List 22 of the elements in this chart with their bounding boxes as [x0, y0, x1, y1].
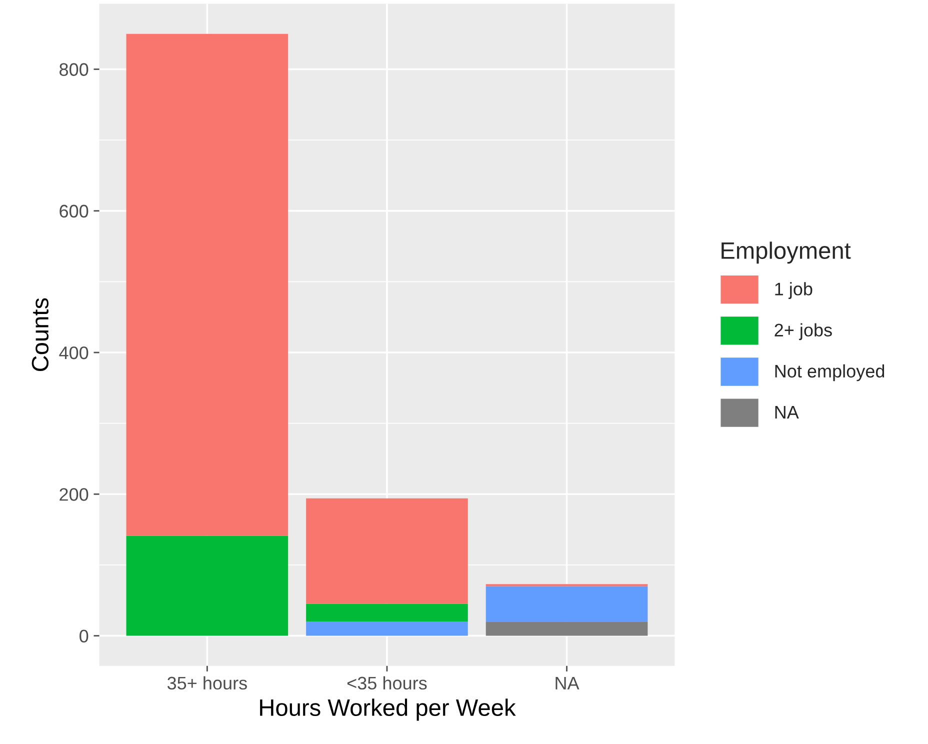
y-tick-label: 0 — [80, 630, 88, 642]
bar — [306, 604, 468, 622]
bar — [486, 586, 648, 622]
y-axis-title: Counts — [32, 298, 49, 372]
legend-label: Not employed — [775, 364, 884, 382]
legend-label: NA — [775, 406, 799, 418]
y-tick-label: 200 — [60, 488, 88, 501]
x-axis-title: Hours Worked per Week — [260, 698, 516, 721]
bar — [486, 622, 648, 636]
x-tick-label: NA — [556, 676, 580, 690]
legend-label: 2+ jobs — [774, 323, 832, 340]
bar — [306, 622, 468, 636]
x-tick-label: <35 hours — [347, 676, 427, 690]
bar — [306, 498, 468, 604]
legend-title: Employment — [722, 242, 851, 264]
y-tick-label: 400 — [59, 346, 88, 360]
y-tick-label: 600 — [60, 204, 88, 218]
bar — [126, 34, 288, 536]
x-tick-label: 35+ hours — [167, 676, 247, 690]
y-tick-label: 800 — [60, 63, 88, 76]
bar — [126, 536, 288, 636]
legend-label: 1 job — [775, 282, 812, 299]
